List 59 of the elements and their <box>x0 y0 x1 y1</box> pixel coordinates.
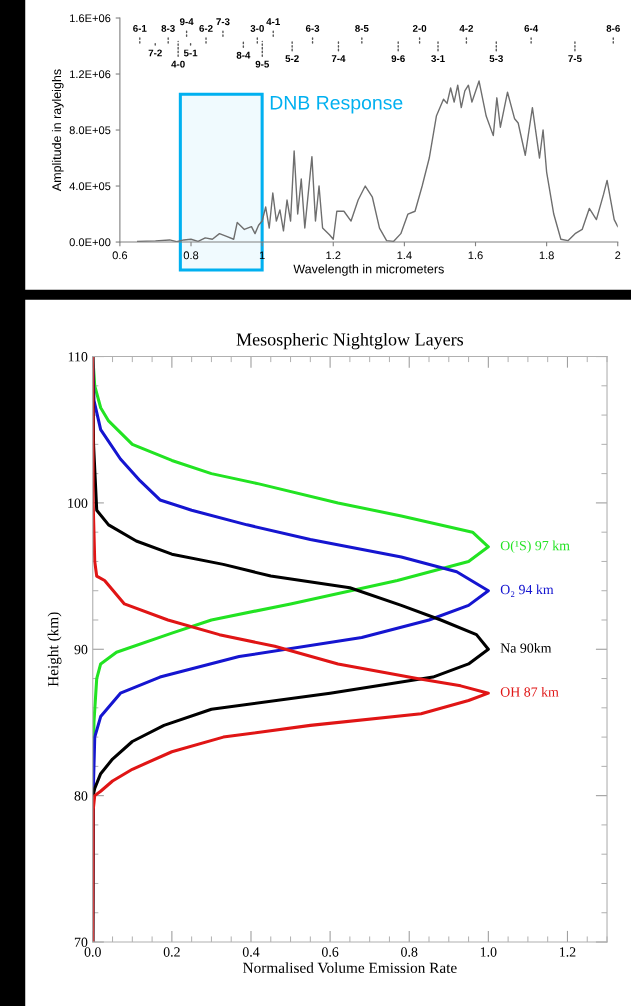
annotation: 6-2 <box>199 24 213 32</box>
y-tick-label: 1.2E+06 <box>70 70 111 79</box>
y-tick-label: 8.0E+05 <box>69 126 111 135</box>
annotation: 5-2 <box>285 55 299 63</box>
y-tick-label: 90 <box>74 644 88 655</box>
annotation: 7-2 <box>148 49 162 57</box>
x-tick-label: 0.6 <box>112 251 128 260</box>
x-tick-label: 0.8 <box>401 947 418 957</box>
annotation: 8-6 <box>606 24 620 32</box>
annotation: 4-0 <box>171 60 185 68</box>
series-label: O₂ 94 km <box>500 584 554 597</box>
band-label: DNB Response <box>270 96 403 114</box>
y-tick-label: 1.6E+06 <box>70 14 111 23</box>
annotation: 7-3 <box>216 18 230 26</box>
annotation: 9-5 <box>255 60 270 68</box>
x-tick-label: 2 <box>615 251 621 260</box>
x-tick-label: 1 <box>259 251 265 260</box>
x-tick-label: 1.0 <box>480 947 497 957</box>
annotation: 3-1 <box>431 55 445 63</box>
series-label: Na 90km <box>500 642 552 653</box>
series-label: O(¹S) 97 km <box>500 540 570 554</box>
annotation: 8-4 <box>236 51 251 59</box>
y-axis-title: Height (km) <box>47 612 62 687</box>
annotation: 5-3 <box>489 55 503 63</box>
y-axis-title: Amplitude in rayleighs <box>51 69 64 192</box>
annotation: 2-0 <box>412 24 427 32</box>
annotation: 6-1 <box>133 24 147 32</box>
annotation: 9-6 <box>391 55 405 63</box>
x-tick-label: 1.2 <box>560 947 576 957</box>
x-tick-label: 1.6 <box>468 251 483 260</box>
y-tick-label: 0.0E+00 <box>69 238 111 247</box>
annotation: 6-3 <box>305 24 320 32</box>
y-tick-label: 110 <box>68 352 88 362</box>
annotation: 4-1 <box>266 18 280 26</box>
x-axis-title: Normalised Volume Emission Rate <box>243 962 457 974</box>
x-tick-label: 0.2 <box>163 947 180 957</box>
series-label: OH 87 km <box>500 686 559 697</box>
x-axis-title: Wavelength in micrometers <box>293 264 444 276</box>
x-tick-label: 0.8 <box>183 251 199 260</box>
x-tick-label: 0.6 <box>321 947 339 957</box>
x-tick-label: 1.4 <box>397 251 412 260</box>
annotation: 8-5 <box>355 24 369 32</box>
x-tick-label: 0.4 <box>242 947 260 957</box>
x-tick-label: 1.8 <box>539 251 554 260</box>
x-tick-label: 1.2 <box>326 251 341 260</box>
annotation: 9-4 <box>179 18 194 26</box>
x-tick-label: 0.0 <box>84 947 101 957</box>
annotation: 7-4 <box>331 55 346 62</box>
y-tick-label: 80 <box>74 791 88 801</box>
annotation: 8-3 <box>161 24 175 32</box>
y-tick-label: 100 <box>68 498 88 508</box>
y-tick-label: 70 <box>74 937 88 947</box>
y-tick-label: 4.0E+05 <box>69 182 111 191</box>
annotation: 3-0 <box>250 24 264 32</box>
annotation: 4-2 <box>459 24 474 32</box>
chart-title: Mesospheric Nightglow Layers <box>236 332 464 350</box>
annotation: 6-4 <box>524 24 539 32</box>
annotation: 5-1 <box>183 49 198 57</box>
annotation: 7-5 <box>568 55 582 63</box>
